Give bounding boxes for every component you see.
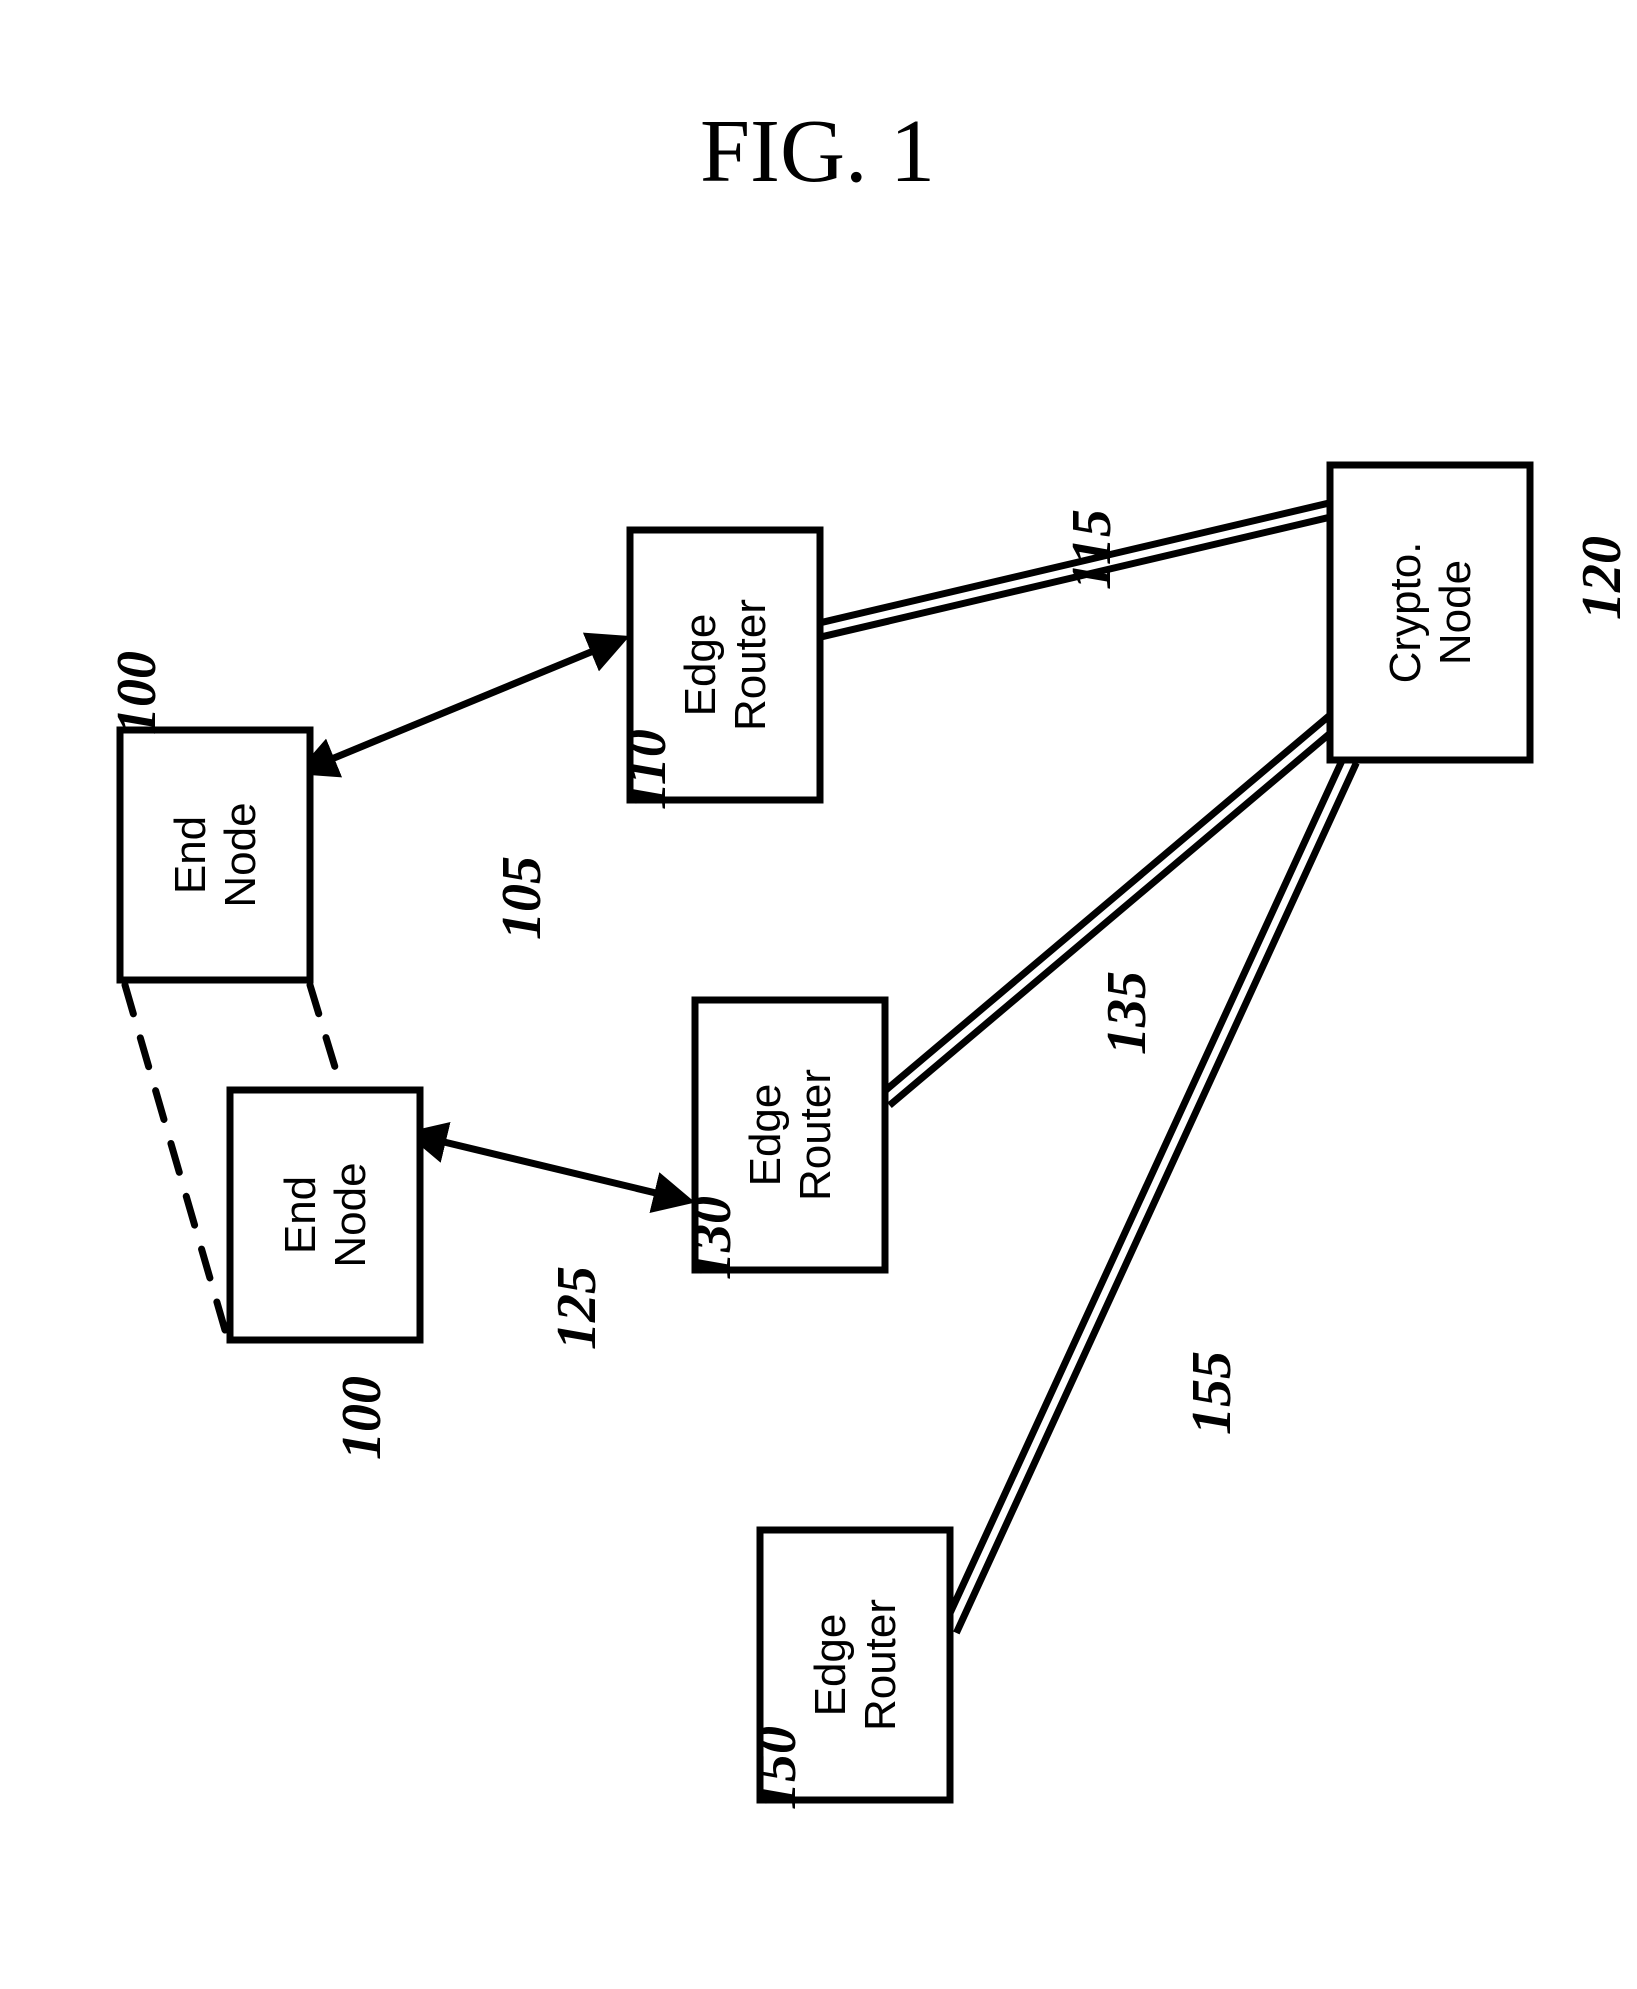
diagram-svg: End Node End Node Edge Router Edge Route… [0,0,1637,1989]
arrow-105 [305,640,620,770]
edge-router-2-label-2: Router [791,1069,840,1201]
dashed-connector-1 [125,985,225,1330]
end-node-b-label-2: Node [326,1162,375,1267]
ref-105: 105 [490,856,554,940]
arrow-125 [415,1135,685,1200]
ref-110: 110 [615,729,679,810]
crypto-node: Crypto. Node [1330,465,1530,760]
end-node-a-label-2: Node [216,802,265,907]
ref-130: 130 [680,1196,744,1280]
end-node-a: End Node [120,730,310,980]
crypto-node-label-2: Node [1431,560,1480,665]
edge-router-1-label-1: Edge [676,614,725,717]
ref-155: 155 [1180,1351,1244,1435]
end-node-a-label-1: End [166,816,215,894]
ref-135: 135 [1095,971,1159,1055]
edge-router-3-label-2: Router [856,1599,905,1731]
end-node-b-label-1: End [276,1176,325,1254]
edge-router-1-label-2: Router [726,599,775,731]
ref-150: 150 [745,1726,809,1810]
ref-120: 120 [1570,536,1634,620]
crypto-node-label-1: Crypto. [1381,542,1430,684]
ref-125: 125 [545,1266,609,1350]
ref-100-b: 100 [330,1376,394,1460]
ref-100-a: 100 [105,651,169,735]
edge-router-2-label-1: Edge [741,1084,790,1187]
edge-router-3-label-1: Edge [806,1614,855,1717]
ref-115: 115 [1060,509,1124,590]
figure-canvas: FIG. 1 [0,0,1637,1989]
end-node-b: End Node [230,1090,420,1340]
